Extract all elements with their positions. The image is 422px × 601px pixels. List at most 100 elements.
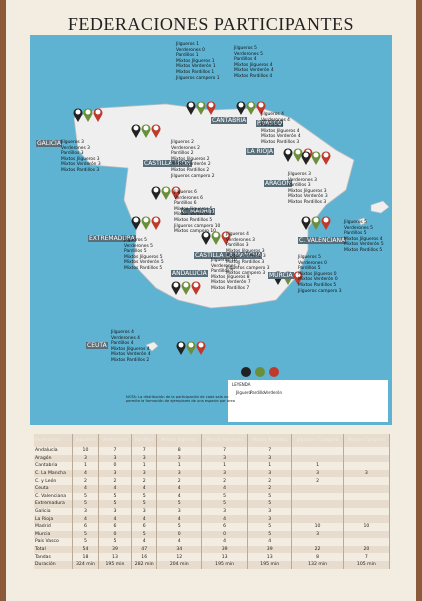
stat-line: Mixtos Jilgueros 3 [61, 157, 101, 163]
table-cell: Duración [34, 560, 74, 569]
stat-line: Verderones 3 [226, 238, 270, 244]
stat-value: 6 [194, 190, 197, 195]
stat-value: 4 [131, 330, 134, 335]
stat-line: Mixtos campero 10 [174, 229, 220, 235]
stat-value: 4 [379, 236, 383, 242]
stat-label: Verderones [174, 195, 199, 201]
pin [301, 151, 311, 165]
stat-value: 3 [307, 183, 311, 189]
table-cell [291, 447, 344, 455]
pin-dot [153, 217, 159, 223]
stat-label: Jilgueros [171, 140, 190, 145]
title: FEDERACIONES PARTICIPANTES [67, 14, 355, 34]
region-stats: Jilgueros 10 Verderones 7 Pardillos 7 Mixto… [211, 258, 251, 292]
table-row: Ceuta 4 4 4 4 4 2 [34, 484, 391, 493]
table-cell: 1 [201, 462, 249, 470]
table-cell: La Rioja [34, 515, 74, 523]
pin-dot [153, 187, 159, 193]
table-cell [291, 500, 344, 508]
pin-dot [183, 282, 189, 288]
table-cell: C. y León [34, 477, 74, 485]
stat-value: 5 [150, 243, 153, 249]
stat-label: Verderones [111, 335, 136, 341]
table-cell: 195 min [247, 560, 293, 569]
stat-line: Pardillos 4 [261, 123, 301, 129]
table-cell: 3 [131, 454, 158, 463]
stat-value: 5 [370, 225, 373, 231]
table-cell: 5 [201, 492, 249, 501]
table-cell: 2 [201, 477, 249, 485]
table-cell: 2 [291, 477, 344, 485]
stat-label: Jilgueros campero [176, 75, 216, 81]
stat-label: Pardillos [61, 151, 80, 157]
pin [301, 216, 311, 230]
table-cell: 1 [72, 462, 99, 470]
stat-line: Verderones 3 [288, 178, 328, 184]
stat-label: Mixtos Jilgueros [261, 128, 296, 134]
stat-line: Mixtos Verderón 6 [174, 212, 220, 218]
region-stats: Jilgueros 4 Verderones 4 Pardillos 4 Mixtos… [111, 330, 151, 364]
table-cell: 4 [98, 515, 133, 523]
stat-value: 2 [197, 145, 200, 151]
stat-value: 0 [333, 271, 337, 277]
pin-dot [188, 342, 194, 348]
stat-line: Mixtos Jilgueros 3 [226, 249, 270, 255]
stat-line: Jilgueros 4 [111, 330, 151, 336]
pin-dot [188, 102, 194, 108]
stat-line: Mixtos Jilgueros 4 [234, 63, 274, 69]
stat-label: Mixtos Pardillos [298, 282, 332, 288]
table-cell: 8 [156, 447, 203, 455]
table-row: Total 54 39 47 34 39 39 22 20 [34, 545, 391, 554]
table-cell: C. Valenciana [34, 492, 74, 501]
table-cell: 3 [247, 515, 293, 523]
stat-line: Mixtos Pardillos 1 [176, 70, 220, 76]
pin [206, 101, 216, 115]
region-label: CANTABRIA [211, 117, 248, 124]
stat-value: 3 [323, 188, 327, 194]
stat-line: Verderones 4 [261, 118, 301, 124]
table-cell: 4 [156, 538, 203, 546]
table-cell: 5 [247, 492, 293, 501]
map [73, 101, 390, 422]
stat-value: 4 [296, 128, 300, 134]
pin [256, 101, 266, 115]
pin-dot [133, 217, 139, 223]
region-label: CEUTA [86, 342, 108, 349]
pin [93, 108, 103, 122]
table-cell [291, 515, 344, 523]
stat-value: 5 [379, 247, 383, 253]
stat-label: Jilgueros [226, 232, 245, 237]
table-cell: 4 [156, 515, 203, 523]
stat-line: Mixtos Verderón 3 [226, 254, 270, 260]
table-cell: 3 [247, 469, 293, 478]
table-cell: 4 [247, 538, 293, 546]
stat-value: 3 [261, 259, 265, 265]
stat-value: 4 [130, 341, 134, 347]
stat-label: Mixtos Jilgueros [174, 206, 209, 212]
region-stats: Jilgueros 4 Verderones 4 Pardillos 4 Mixtos… [261, 112, 301, 146]
stat-value: 3 [338, 288, 342, 294]
stat-label: Mixtos Pardillos [226, 259, 260, 265]
stat-label: Mixtos Jilgueros [234, 62, 269, 68]
pin [141, 124, 151, 138]
stat-value: 5 [159, 254, 163, 260]
table-cell: 5 [131, 500, 158, 508]
pin [151, 216, 161, 230]
stat-line: Mixtos Jilgueros 4 [111, 347, 151, 353]
stat-line: Jilgueros 5 [298, 255, 342, 261]
stat-value: 2 [146, 357, 150, 363]
pin-dot [238, 102, 244, 108]
pin-dot [198, 342, 204, 348]
table-cell: 34 [156, 545, 203, 554]
table-cell: 5 [131, 530, 158, 539]
pin [131, 216, 141, 230]
stat-label: Mixtos Verderón [211, 280, 247, 286]
stat-label: Mixtos Pardillos [234, 73, 268, 79]
pin-dot [163, 187, 169, 193]
table-cell: 3 [201, 507, 249, 516]
stat-value: 1 [211, 69, 215, 75]
table-cell: 39 [98, 545, 133, 554]
table-cell [343, 447, 391, 455]
stat-label: Jilgueros [298, 255, 317, 260]
table-row: Extremadura 5 5 5 5 5 5 [34, 500, 391, 508]
